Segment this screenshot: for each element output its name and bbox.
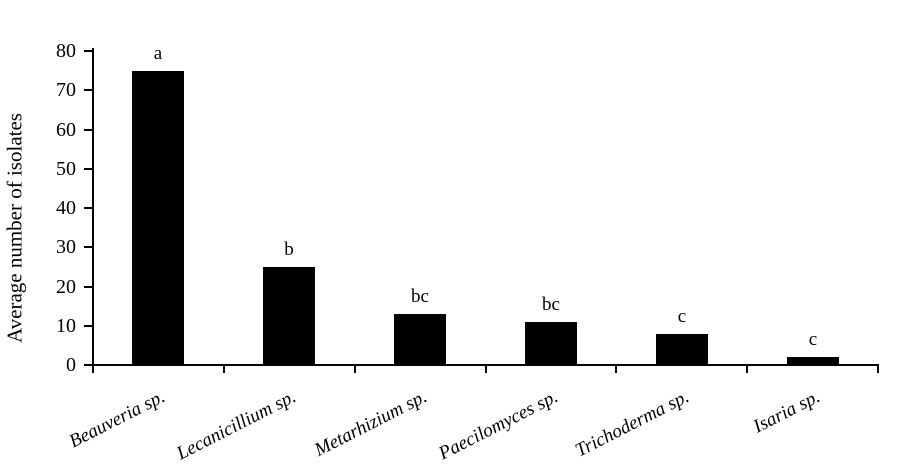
- bar: [787, 357, 839, 365]
- y-axis-tick: [84, 207, 93, 209]
- y-axis-line: [92, 48, 94, 366]
- bar: [394, 314, 446, 365]
- y-axis-tick: [84, 50, 93, 52]
- x-axis-tick: [877, 365, 879, 373]
- bar: [525, 322, 577, 365]
- y-axis-tick-label: 0: [66, 354, 76, 376]
- y-axis-tick-label: 80: [56, 40, 76, 62]
- bar: [263, 267, 315, 365]
- y-axis-tick-label: 50: [56, 157, 76, 180]
- y-axis-tick: [84, 285, 93, 288]
- significance-letter: a: [153, 43, 163, 64]
- x-axis-tick: [746, 365, 749, 373]
- significance-letter: bc: [542, 294, 560, 315]
- significance-letter: c: [677, 306, 687, 327]
- x-axis-tick: [92, 365, 94, 373]
- bar: [132, 71, 184, 365]
- x-axis-tick: [484, 365, 487, 373]
- x-axis-category-label: Beauveria sp.: [65, 386, 169, 453]
- significance-letter: b: [284, 239, 294, 260]
- bar: [656, 334, 708, 365]
- y-axis-tick-label: 40: [56, 197, 76, 219]
- y-axis-tick-label: 20: [56, 275, 76, 298]
- y-axis-tick: [84, 89, 93, 92]
- y-axis-tick-label: 10: [56, 314, 76, 337]
- y-axis-tick: [84, 167, 93, 170]
- x-axis-tick: [353, 365, 356, 373]
- y-axis-tick-label: 30: [56, 236, 76, 259]
- y-axis-tick: [84, 364, 93, 366]
- x-axis-tick: [222, 365, 225, 373]
- significance-letter: c: [808, 329, 818, 350]
- y-axis-tick-label: 60: [56, 118, 76, 141]
- y-axis-tick: [84, 324, 93, 327]
- y-axis-tick: [84, 128, 93, 131]
- significance-letter: bc: [411, 286, 429, 307]
- x-axis-tick: [615, 365, 618, 373]
- y-axis-tick: [84, 246, 93, 249]
- y-axis-tick-label: 70: [56, 79, 76, 102]
